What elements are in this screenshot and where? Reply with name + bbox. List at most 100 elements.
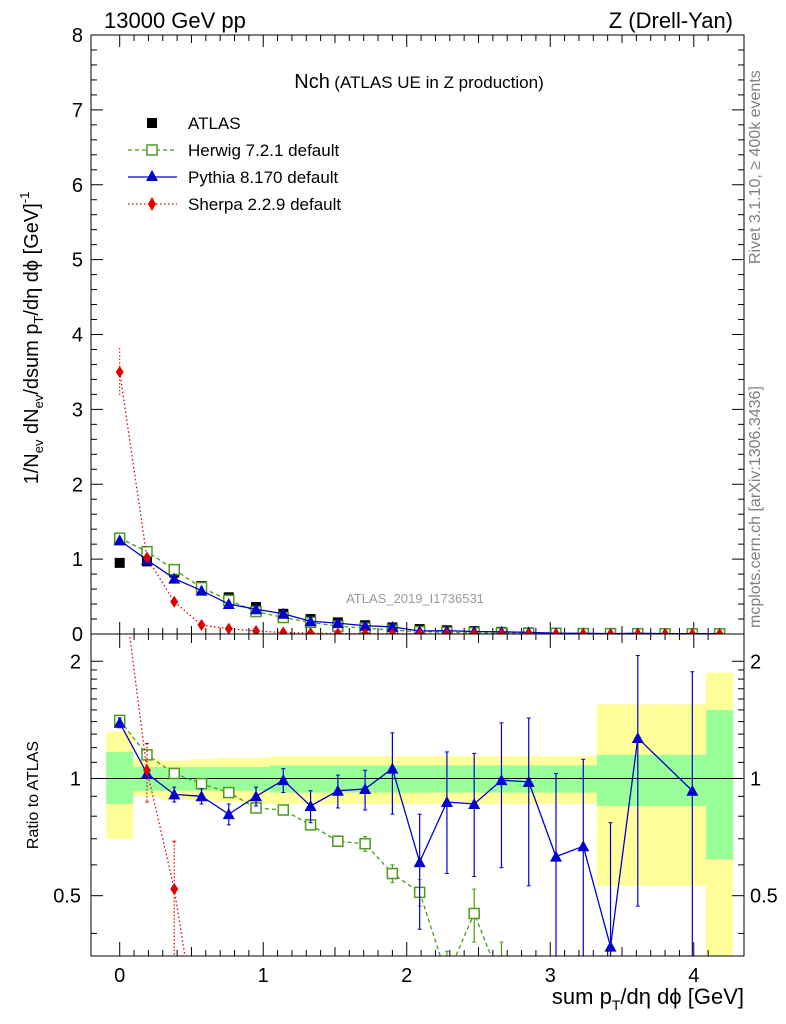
ratio-point-pythia [604,940,617,952]
legend-item-atlas: ATLAS [147,114,241,133]
rivet-label: Rivet 3.1.10, ≥ 400k events [747,70,764,264]
ratio-band-inner [106,751,134,804]
ratio-point-pythia [495,774,508,786]
main-plot-area: 0 1 2 3 4 5 6 7 8 [72,25,745,646]
ratio-ytick-label-left: 2 [70,651,81,673]
legend-item-herwig: Herwig 7.2.1 default [128,141,339,160]
main-point-sherpa [661,628,670,634]
ratio-point-herwig [359,837,371,850]
ratio-point-herwig [277,804,290,816]
main-ytick-label: 1 [72,549,83,571]
main-point-sherpa [333,627,342,634]
main-point-sherpa [279,626,288,634]
ratio-frame [90,633,745,957]
main-point-sherpa [306,627,315,634]
plot-title: Nch (ATLAS UE in Z production) [294,71,543,93]
ratio-point-pythia [386,762,399,774]
ratio-band-inner [296,765,325,793]
ratio-band-inner [705,709,734,860]
main-point-pythia [304,615,317,627]
legend-item-pythia: Pythia 8.170 default [128,168,339,187]
main-point-sherpa [579,628,588,634]
main-point-sherpa [388,627,397,634]
ratio-point-pythia [468,797,481,809]
legend-label-pythia: Pythia 8.170 default [188,168,339,187]
main-point-sherpa [224,622,233,634]
main-point-atlas [114,557,125,568]
main-line-herwig [119,537,720,634]
ratio-point-herwig [195,777,208,790]
main-point-sherpa [470,627,479,634]
process-label: Z (Drell-Yan) [609,8,733,33]
ratio-point-pythia [522,775,535,787]
analysis-watermark: ATLAS_2019_I1736531 [346,591,484,606]
main-ytick-label: 3 [72,399,83,421]
main-point-pythia [331,617,344,629]
ratio-xtick-label: 3 [545,965,556,987]
main-ytick-label: 8 [72,25,83,47]
main-point-sherpa [606,628,615,634]
plot-title-sub: (ATLAS UE in Z production) [334,73,543,92]
main-y-axis-label: 1/Nev dNev/dsum pT/dη dϕ [GeV]-1 [17,192,46,485]
ratio-point-herwig [442,972,452,982]
ratio-point-pythia [250,790,263,802]
legend-label-atlas: ATLAS [188,114,241,133]
ratio-point-pythia [304,799,317,811]
main-point-sherpa [142,551,151,564]
ratio-point-sherpa [142,764,151,777]
ratio-xtick-label: 2 [401,965,412,987]
main-ytick-label: 5 [72,250,83,272]
main-point-sherpa [415,627,424,634]
ratio-point-pythia [195,790,208,802]
legend-label-sherpa: Sherpa 2.2.9 default [188,195,341,214]
ratio-xtick-label: 0 [114,965,125,987]
ratio-point-herwig [468,907,480,920]
ratio-point-pythia [549,850,562,862]
main-point-pythia [168,572,181,584]
ratio-point-pythia [440,796,453,808]
ratio-point-pythia [359,782,372,794]
legend-marker-sherpa [148,197,156,211]
main-point-sherpa [497,627,506,634]
main-point-sherpa [252,625,261,634]
main-point-sherpa [715,628,724,634]
legend-marker-pythia [146,170,158,181]
ratio-point-pythia [631,732,644,744]
main-ytick-label: 7 [72,100,83,122]
main-point-pythia [386,620,399,632]
ratio-point-herwig [223,786,235,799]
energy-label: 13000 GeV pp [104,8,246,33]
main-point-pythia [195,584,208,596]
main-point-sherpa [361,627,370,634]
ratio-point-pythia [577,840,590,852]
main-ytick-label: 4 [72,325,83,347]
legend-marker-herwig [146,144,158,156]
x-axis-label: sum pT/dη dϕ [GeV] [552,984,744,1013]
ratio-xtick-label: 1 [258,965,269,987]
ratio-plot-area: 0.5 0.5 1 1 2 2 0 1 2 3 4 [53,633,778,987]
ratio-point-herwig [496,977,506,987]
main-point-sherpa [442,627,451,634]
ratio-point-herwig [386,867,399,880]
mcplots-label: mcplots.cern.ch [arXiv:1306.3436] [747,386,764,628]
ratio-xtick-label: 4 [688,965,699,987]
legend-marker-atlas [147,118,157,128]
main-point-sherpa [170,595,179,608]
main-point-pythia [113,534,126,546]
main-point-pythia [222,598,235,610]
main-point-sherpa [524,627,533,634]
ratio-y-axis-label: Ratio to ATLAS [25,741,42,849]
ratio-point-pythia [413,856,426,868]
ratio-ytick-label-right: 2 [750,651,761,673]
ratio-ytick-label-right: 0.5 [750,886,778,908]
ratio-point-pythia [686,784,699,796]
ratio-ytick-label-left: 0.5 [53,886,81,908]
ratio-point-pythia [222,808,235,820]
ratio-series-group [91,634,744,987]
ratio-ytick-label-right: 1 [750,768,761,790]
ratio-band-inner [406,765,434,793]
main-point-sherpa [633,628,642,634]
ratio-point-pythia [277,774,290,786]
ratio-point-sherpa [170,883,179,896]
